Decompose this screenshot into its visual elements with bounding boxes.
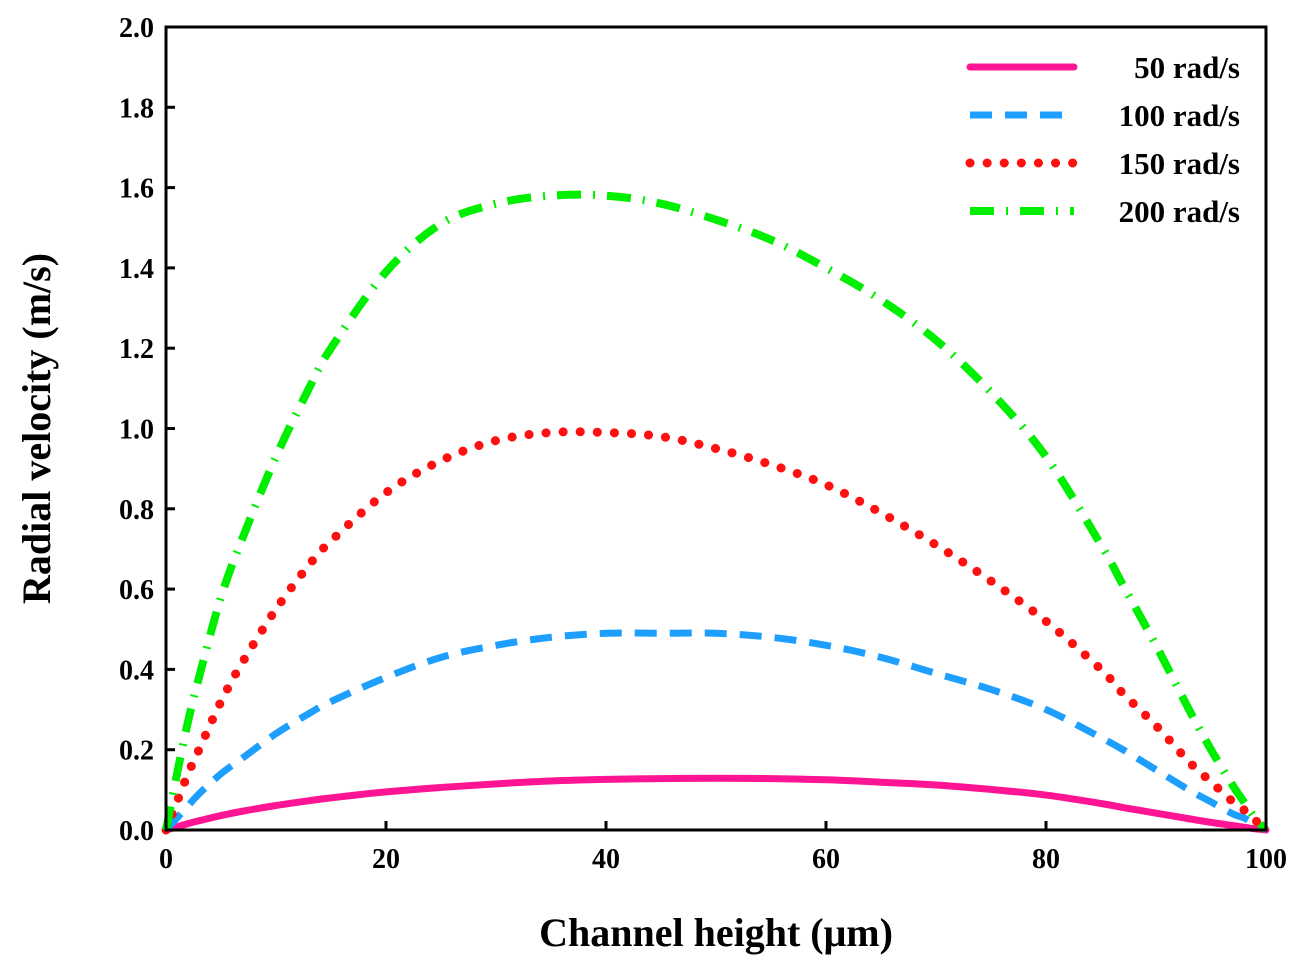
- series-line-2: [163, 629, 1268, 834]
- series-line-1: [162, 774, 1270, 834]
- x-tick-label: 20: [372, 844, 400, 875]
- y-tick-label: 2.0: [119, 13, 154, 44]
- x-tick-label: 40: [592, 844, 620, 875]
- y-tick-label: 0.2: [119, 736, 154, 767]
- y-tick-label: 1.2: [119, 334, 154, 365]
- series-line-3: [161, 427, 1271, 835]
- x-tick-label: 80: [1032, 844, 1060, 875]
- y-tick-label: 1.4: [119, 254, 154, 285]
- legend-label-2: 100 rad/s: [1119, 98, 1240, 133]
- x-tick-label: 60: [812, 844, 840, 875]
- series-line-4: [162, 190, 1269, 833]
- x-axis-title: Channel height (μm): [539, 910, 893, 955]
- y-tick-label: 0.0: [119, 816, 154, 847]
- y-axis-title: Radial velocity (m/s): [14, 253, 59, 604]
- y-tick-label: 1.8: [119, 93, 154, 124]
- tick-labels: 0 20 40 60 80 100 0.0 0.2 0.4 0.6 0.8 1.0 1.2 1.4 1.6 1…: [119, 13, 1287, 875]
- y-tick-label: 1.0: [119, 415, 154, 446]
- y-tick-label: 0.4: [119, 655, 154, 686]
- x-tick-label: 0: [159, 844, 173, 875]
- axis-ticks: [164, 25, 1268, 832]
- legend-label-3: 150 rad/s: [1119, 146, 1240, 181]
- y-tick-label: 0.8: [119, 495, 154, 526]
- y-tick-label: 1.6: [119, 174, 154, 205]
- plot-frame: [164, 25, 1268, 832]
- y-tick-label: 0.6: [119, 575, 154, 606]
- x-tick-label: 100: [1245, 844, 1287, 875]
- legend: 50 rad/s 100 rad/s 150 rad/s 200 rad/s: [965, 50, 1240, 229]
- legend-label-4: 200 rad/s: [1119, 194, 1240, 229]
- legend-label-1: 50 rad/s: [1134, 50, 1240, 85]
- series-curves: [161, 190, 1271, 835]
